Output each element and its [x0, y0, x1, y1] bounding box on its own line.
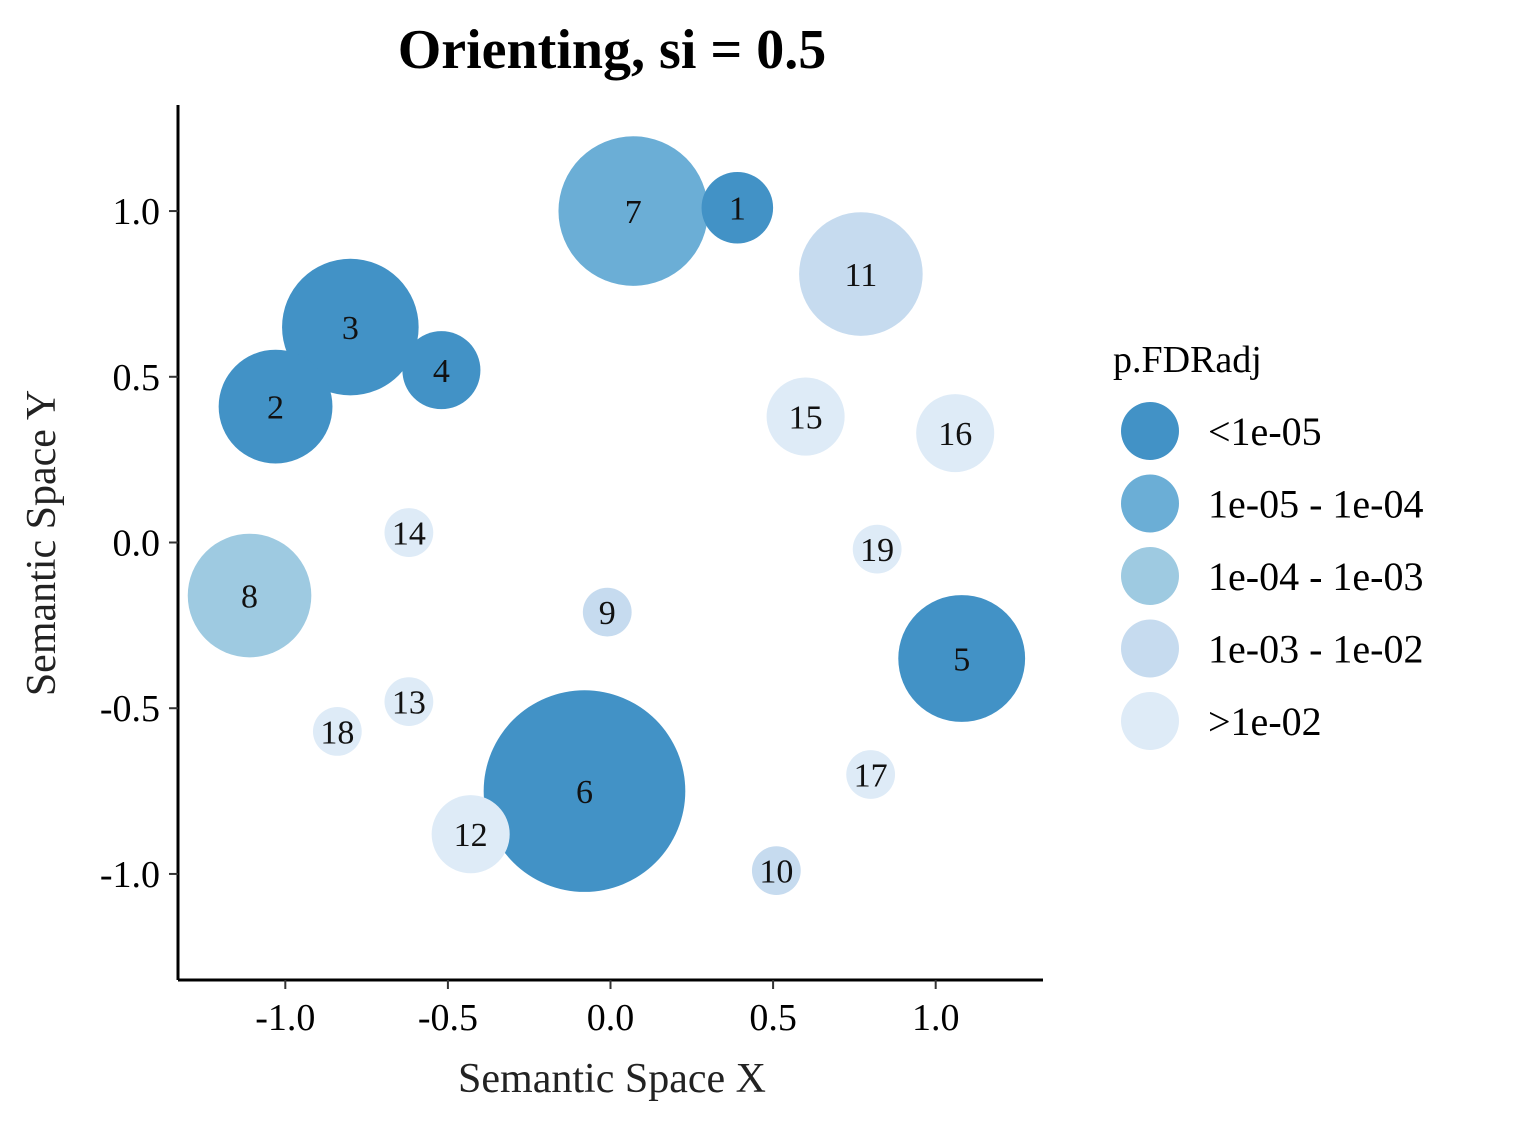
- x-tick-label: 0.5: [749, 997, 797, 1039]
- bubble-2: [218, 349, 333, 464]
- bubble-16: [916, 394, 995, 473]
- chart-title: Orienting, si = 0.5: [398, 19, 827, 81]
- y-tick-label: -1.0: [100, 854, 160, 896]
- legend-swatch: [1121, 547, 1179, 605]
- bubble-label-6: 6: [576, 774, 593, 811]
- bubble-label-18: 18: [320, 714, 354, 751]
- bubble-label-16: 16: [938, 416, 972, 453]
- bubble-17: [846, 750, 896, 799]
- bubble-label-3: 3: [342, 310, 359, 347]
- bubble-7: [558, 136, 709, 286]
- legend-swatch: [1121, 619, 1179, 678]
- bubble-label-14: 14: [392, 516, 426, 553]
- bubble-label-10: 10: [759, 854, 793, 891]
- bubble-9: [582, 587, 632, 637]
- bubble-label-13: 13: [392, 685, 426, 722]
- bubble-label-2: 2: [267, 390, 284, 427]
- bubble-19: [852, 524, 902, 574]
- y-tick-label: 0.0: [113, 523, 161, 565]
- bubble-8: [187, 533, 312, 658]
- bubble-14: [384, 508, 434, 557]
- legend-label: 1e-04 - 1e-03: [1208, 554, 1423, 599]
- bubble-label-11: 11: [845, 257, 878, 294]
- bubble-3: [282, 258, 419, 396]
- x-axis-title: Semantic Space X: [458, 1056, 766, 1102]
- y-axis-title: Semantic Space Y: [19, 390, 65, 696]
- bubble-12: [431, 795, 510, 874]
- bubble-1: [701, 171, 774, 244]
- bubble-label-12: 12: [454, 817, 488, 854]
- bubble-label-19: 19: [860, 532, 894, 569]
- x-tick-label: -1.0: [255, 997, 315, 1039]
- legend-label: >1e-02: [1208, 699, 1322, 744]
- bubble-11: [799, 212, 923, 336]
- legend-swatch: [1121, 474, 1179, 533]
- bubble-label-4: 4: [433, 353, 450, 390]
- legend: p.FDRadj <1e-05 1e-05 - 1e-04 1e-04 - 1e-0…: [1113, 339, 1423, 750]
- bubble-18: [312, 707, 362, 756]
- y-tick-label: 0.5: [113, 357, 161, 399]
- bubble-label-17: 17: [854, 758, 888, 795]
- x-tick-label: 1.0: [912, 997, 960, 1039]
- bubble-label-9: 9: [599, 595, 616, 632]
- bubble-4: [402, 331, 481, 410]
- bubble-label-15: 15: [789, 400, 823, 437]
- bubble-label-5: 5: [953, 642, 970, 679]
- legend-swatch: [1121, 692, 1179, 750]
- bubble-6: [483, 690, 686, 892]
- x-tick-label: 0.0: [587, 997, 635, 1039]
- axes: -1.0 -0.5 0.0 0.5 1.0 -1.0 -0.5 0.0 0.5 1.0: [100, 105, 1043, 1039]
- y-tick-label: 1.0: [113, 191, 161, 233]
- legend-label: 1e-05 - 1e-04: [1208, 482, 1423, 527]
- bubble-label-7: 7: [625, 194, 642, 231]
- bubble-label-1: 1: [729, 191, 746, 228]
- legend-swatch: [1121, 402, 1179, 460]
- bubble-10: [751, 846, 801, 896]
- legend-title: p.FDRadj: [1113, 339, 1262, 381]
- legend-label: 1e-03 - 1e-02: [1208, 627, 1423, 672]
- bubble-5: [898, 595, 1026, 722]
- y-tick-label: -0.5: [100, 688, 160, 730]
- bubble-15: [766, 377, 845, 456]
- x-tick-label: -0.5: [418, 997, 478, 1039]
- legend-label: <1e-05: [1208, 409, 1322, 454]
- bubble-label-8: 8: [241, 579, 258, 616]
- bubble-13: [384, 677, 434, 726]
